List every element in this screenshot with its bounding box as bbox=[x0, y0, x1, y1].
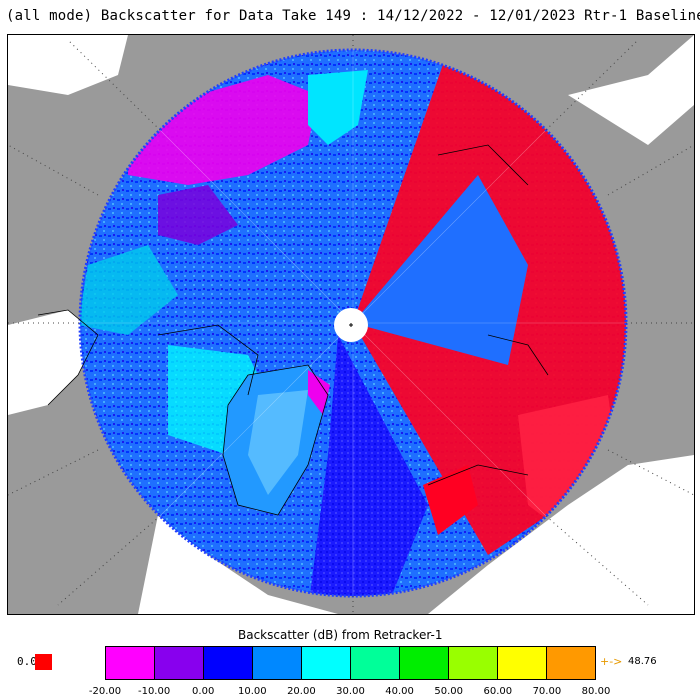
map-title: (all mode) Backscatter for Data Take 149… bbox=[6, 8, 700, 24]
overflow-arrow: +-> bbox=[600, 655, 623, 668]
colorbar-tick-label: 70.00 bbox=[532, 686, 562, 697]
colorbar-segment bbox=[155, 647, 204, 679]
coastlines bbox=[37, 144, 549, 516]
colorbar-segment bbox=[302, 647, 351, 679]
ocean-patch-northwest bbox=[8, 35, 128, 95]
pole-cross-icon bbox=[334, 308, 368, 342]
colorbar-segment bbox=[547, 647, 595, 679]
colorbar-tick-label: 40.00 bbox=[385, 686, 414, 697]
map-canvas bbox=[8, 35, 694, 614]
colorbar bbox=[105, 646, 596, 680]
overflow-value: 48.76 bbox=[628, 656, 657, 667]
colorbar-segment bbox=[106, 647, 155, 679]
ground-track-lines bbox=[80, 50, 626, 596]
colorbar-tick-label: 0.00 bbox=[192, 686, 215, 697]
colorbar-tick-label: 10.00 bbox=[237, 686, 267, 697]
ocean-patch-northeast bbox=[568, 35, 694, 145]
colorbar-tick-label: 60.00 bbox=[483, 686, 513, 697]
colorbar-tick-label: 50.00 bbox=[434, 686, 463, 697]
colorbar-tick-label: 20.00 bbox=[287, 686, 316, 697]
colorbar-segment bbox=[351, 647, 400, 679]
graticule bbox=[8, 35, 694, 614]
colorbar-segment bbox=[498, 647, 547, 679]
colorbar-segment bbox=[449, 647, 498, 679]
colorbar-tick-label: -20.00 bbox=[88, 686, 122, 697]
colorbar-segment bbox=[253, 647, 302, 679]
colorbar-segment bbox=[400, 647, 449, 679]
colorbar-tick-label: 80.00 bbox=[581, 686, 611, 697]
colorbar-segment bbox=[204, 647, 253, 679]
ocean-patch-southeast bbox=[428, 455, 694, 614]
colorbar-tick-label: 30.00 bbox=[336, 686, 365, 697]
colorbar-tick-label: -10.00 bbox=[137, 686, 171, 697]
nodata-swatch bbox=[35, 654, 52, 670]
polar-backscatter-map bbox=[7, 34, 695, 615]
ocean-patch-west bbox=[8, 310, 98, 415]
nodata-label: 0.0 bbox=[17, 655, 37, 668]
colorbar-title: Backscatter (dB) from Retracker-1 bbox=[238, 628, 443, 642]
